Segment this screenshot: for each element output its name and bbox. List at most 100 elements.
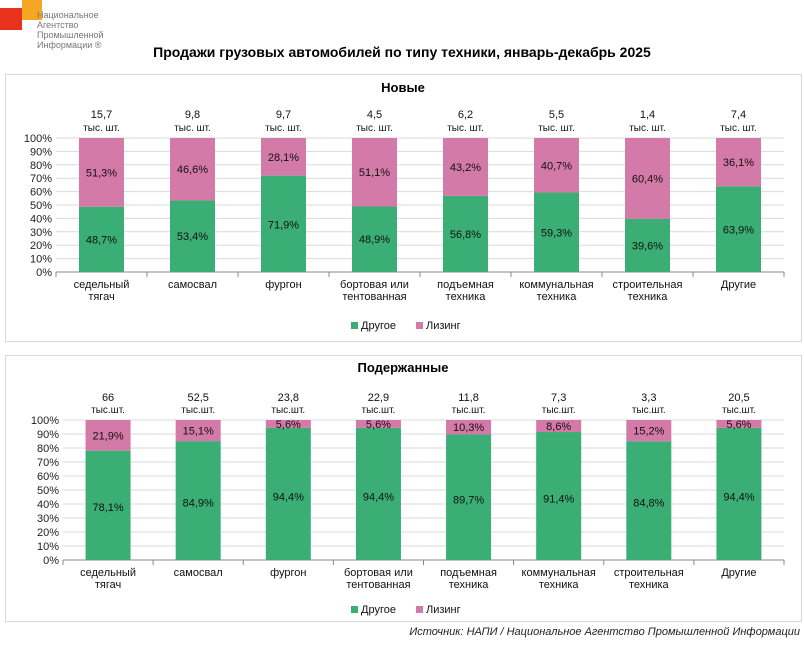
legend-swatch [416, 606, 423, 613]
category-label: седельный [74, 279, 130, 291]
legend-swatch [416, 322, 423, 329]
bar-leasing [261, 138, 306, 176]
data-label: 21,9% [92, 430, 123, 442]
category-label: техника [628, 291, 669, 303]
category-label: тентованная [342, 291, 406, 303]
total-value: 66 [102, 392, 114, 404]
data-label: 60,4% [632, 173, 663, 185]
bar-other [355, 427, 401, 560]
chart-svg: Новые 0%10% 20%30% 40%50%60% 70%80% 90%100% 48… [24, 80, 785, 332]
bar-other [716, 186, 761, 272]
total-unit: тыс.шт. [91, 405, 125, 416]
bar-other [85, 450, 131, 560]
legend-label: Другое [361, 604, 396, 616]
y-tick-label: 50% [37, 485, 59, 497]
y-tick-label: 60% [30, 187, 52, 199]
logo-name: Национальное Агентство Промышленной Инфо… [37, 10, 104, 50]
bar-other [626, 441, 672, 560]
category-label: тягач [95, 579, 121, 591]
data-label: 51,3% [86, 167, 117, 179]
total-value: 6,2 [458, 109, 473, 121]
y-tick-label: 80% [30, 160, 52, 172]
source-note: Источник: НАПИ / Национальное Агентство … [409, 626, 800, 638]
data-label: 46,6% [177, 164, 208, 176]
bar-leasing [175, 420, 221, 442]
page-title: Продажи грузовых автомобилей по типу тех… [153, 44, 651, 60]
bar-leasing [626, 420, 672, 442]
y-tick-label: 60% [37, 471, 59, 483]
bar-leasing [536, 420, 582, 433]
data-label: 94,4% [273, 492, 304, 504]
total-unit: тыс.шт. [722, 405, 756, 416]
total-value: 1,4 [640, 109, 655, 121]
y-tick-label: 30% [30, 227, 52, 239]
total-value: 20,5 [728, 392, 749, 404]
category-label: техника [539, 579, 580, 591]
bar-leasing [625, 138, 670, 219]
data-label: 53,4% [177, 231, 208, 243]
total-value: 15,7 [91, 109, 112, 121]
bar-other [175, 441, 221, 560]
legend-swatch [351, 606, 358, 613]
bar-leasing [170, 138, 215, 201]
bar-leasing [443, 138, 488, 196]
total-unit: тыс. шт. [356, 123, 393, 134]
y-tick-label: 90% [37, 429, 59, 441]
y-tick-label: 70% [30, 173, 52, 185]
category-label: бортовая или [340, 279, 409, 291]
category-label: техника [537, 291, 578, 303]
data-label: 8,6% [546, 421, 571, 433]
y-tick-label: 70% [37, 457, 59, 469]
category-label: строительная [613, 279, 683, 291]
data-label: 89,7% [453, 494, 484, 506]
data-label: 36,1% [723, 157, 754, 169]
category-label: строительная [614, 567, 684, 579]
total-unit: тыс. шт. [629, 123, 666, 134]
total-value: 4,5 [367, 109, 382, 121]
category-label: Другие [721, 567, 756, 579]
data-label: 63,9% [723, 224, 754, 236]
y-tick-label: 90% [30, 146, 52, 158]
data-label: 91,4% [543, 493, 574, 505]
bar-other [443, 195, 488, 272]
bar-other [170, 200, 215, 272]
total-value: 7,4 [731, 109, 746, 121]
bar-other [716, 427, 762, 560]
y-tick-label: 0% [36, 267, 52, 279]
y-tick-label: 20% [30, 240, 52, 252]
total-unit: тыс. шт. [538, 123, 575, 134]
data-label: 48,9% [359, 234, 390, 246]
y-tick-label: 50% [30, 200, 52, 212]
data-label: 71,9% [268, 220, 299, 232]
category-label: техника [449, 579, 490, 591]
category-label: подъемная [440, 567, 497, 579]
total-unit: тыс.шт. [452, 405, 486, 416]
legend-label: Другое [361, 320, 396, 332]
total-unit: тыс. шт. [720, 123, 757, 134]
total-value: 7,3 [551, 392, 566, 404]
category-label: техника [446, 291, 487, 303]
logo-red-square [0, 8, 22, 30]
bar-other [536, 432, 582, 560]
bar-other [79, 206, 124, 272]
chart-used: Подержанные 0% 10% 20% 30% 40% 50% 60% 70% 80% 90%… [5, 355, 802, 622]
total-unit: тыс.шт. [632, 405, 666, 416]
legend-label: Лизинг [426, 320, 461, 332]
category-label: коммунальная [522, 567, 596, 579]
legend-swatch [351, 322, 358, 329]
category-label: Другие [721, 279, 756, 291]
bar-other [261, 175, 306, 272]
category-label: фургон [270, 567, 306, 579]
category-label: бортовая или [344, 567, 413, 579]
chart-svg: Подержанные 0% 10% 20% 30% 40% 50% 60% 70% 80% 90%… [31, 360, 785, 616]
data-label: 84,9% [183, 498, 214, 510]
total-value: 3,3 [641, 392, 656, 404]
data-label: 56,8% [450, 229, 481, 241]
total-unit: тыс. шт. [265, 123, 302, 134]
category-label: тентованная [346, 579, 410, 591]
total-value: 23,8 [278, 392, 299, 404]
chart-title: Подержанные [357, 360, 448, 375]
bar-leasing [85, 420, 131, 451]
chart-new: Новые 0% 10% 20% 30% 40% 50% 60% 70% 80% 90% 100% 48… [5, 74, 802, 342]
y-tick-label: 40% [30, 213, 52, 225]
